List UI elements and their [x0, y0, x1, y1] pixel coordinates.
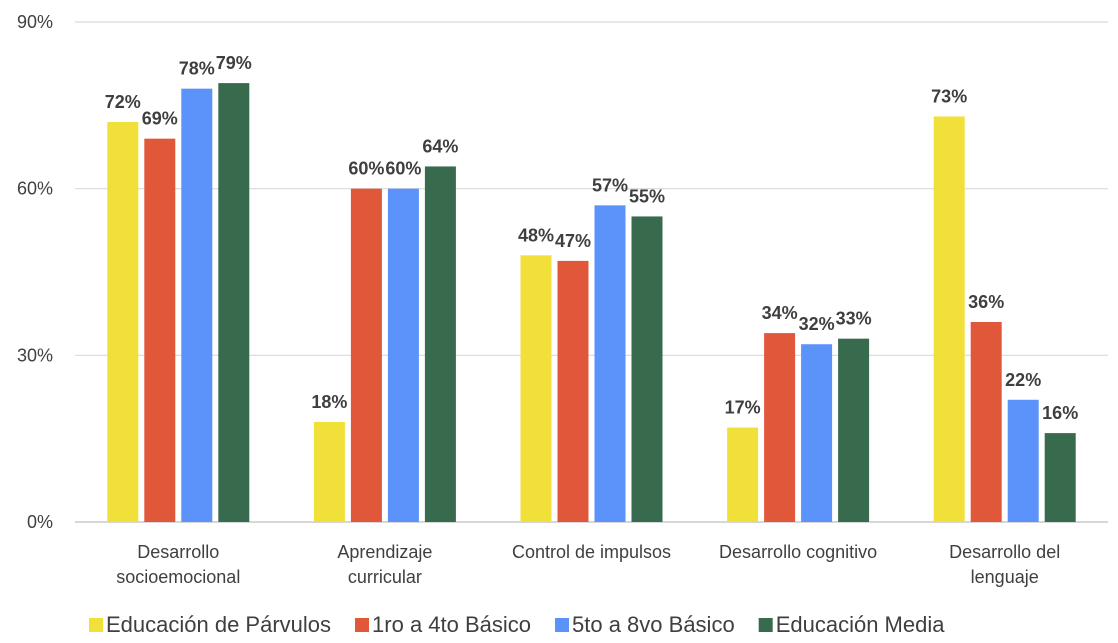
data-label: 55% [629, 186, 665, 206]
y-tick-label: 60% [17, 179, 53, 199]
category-label: lenguaje [971, 567, 1039, 587]
bar [838, 338, 870, 522]
bar [933, 116, 965, 522]
data-label: 33% [836, 309, 872, 329]
bar [350, 188, 382, 522]
legend-swatch [758, 618, 773, 632]
bar [181, 88, 213, 523]
data-label: 16% [1042, 403, 1078, 423]
bar [631, 216, 663, 522]
category-label: Desarrollo cognitivo [719, 542, 877, 562]
y-tick-label: 30% [17, 345, 53, 365]
data-label: 78% [179, 59, 215, 79]
data-label: 79% [216, 53, 252, 73]
bar [1007, 399, 1039, 522]
y-axis-ticks: 0% 30% 60% 90% [17, 12, 53, 532]
category-label: socioemocional [116, 567, 240, 587]
bar [313, 422, 345, 522]
category-label: curricular [348, 567, 422, 587]
bar [387, 188, 419, 522]
data-label: 47% [555, 231, 591, 251]
y-tick-label: 0% [27, 512, 53, 532]
bar [144, 138, 176, 522]
bar [424, 166, 456, 522]
bar [107, 122, 139, 522]
data-label: 69% [142, 109, 178, 129]
legend-label: 5to a 8vo Básico [572, 612, 735, 637]
bar [1044, 433, 1076, 522]
legend: Educación de Párvulos 1ro a 4to Básico 5to… [89, 612, 945, 637]
bar [557, 260, 589, 522]
bar [764, 333, 796, 522]
data-label: 64% [422, 136, 458, 156]
data-label: 72% [105, 92, 141, 112]
y-tick-label: 90% [17, 12, 53, 32]
legend-label: Educación de Párvulos [106, 612, 331, 637]
legend-label: Educación Media [776, 612, 946, 637]
data-label: 34% [762, 303, 798, 323]
data-label: 57% [592, 175, 628, 195]
category-label: Desarrollo [137, 542, 219, 562]
bar [970, 322, 1002, 522]
bar [520, 255, 552, 523]
data-label: 73% [931, 86, 967, 106]
legend-swatch [555, 618, 570, 632]
category-label: Desarrollo del [949, 542, 1060, 562]
bar [594, 205, 626, 523]
x-axis-categories: Desarrollo socioemocional Aprendizaje curri… [116, 542, 1060, 587]
category-label: Aprendizaje [337, 542, 432, 562]
data-label: 32% [799, 314, 835, 334]
data-label: 60% [385, 159, 421, 179]
legend-swatch [89, 618, 103, 632]
data-label: 18% [311, 392, 347, 412]
legend-label: 1ro a 4to Básico [372, 612, 531, 637]
bar [727, 427, 759, 522]
data-label: 60% [348, 159, 384, 179]
data-label: 36% [968, 292, 1004, 312]
bars [107, 83, 1076, 523]
legend-swatch [355, 618, 370, 632]
category-label: Control de impulsos [512, 542, 671, 562]
bar [801, 344, 833, 522]
data-label: 17% [725, 398, 761, 418]
data-label: 22% [1005, 370, 1041, 390]
data-label: 48% [518, 225, 554, 245]
data-labels: 72%69%78% 79%18%60% 60%64%48% 47%57%55%17%3… [105, 53, 1078, 423]
bar [218, 83, 250, 522]
